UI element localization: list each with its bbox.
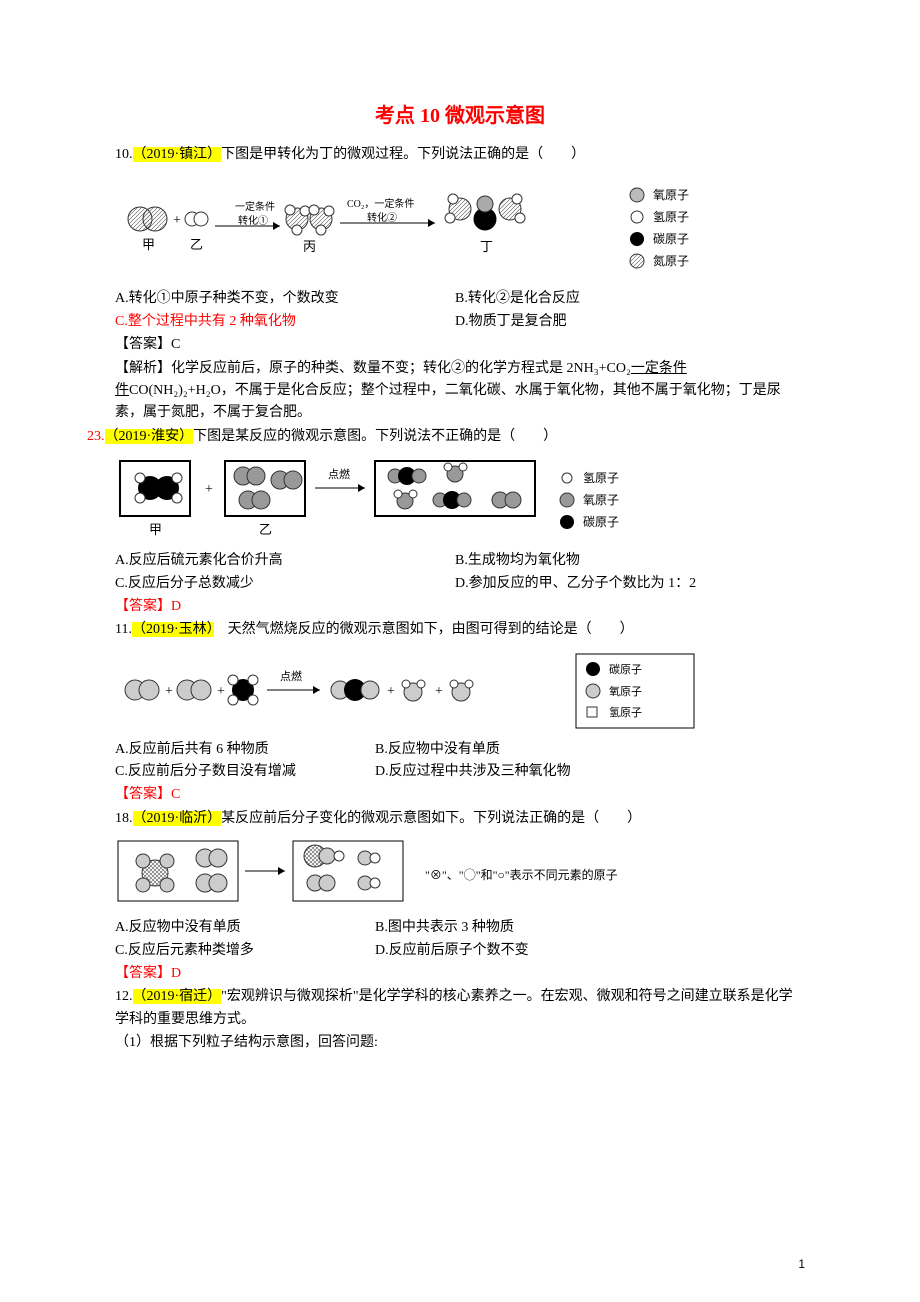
q10-legend: 氧原子 氢原子 碳原子 氮原子 (625, 183, 745, 275)
page: 考点 10 微观示意图 10.（2019·镇江）下图是甲转化为丁的微观过程。下列… (0, 0, 920, 1302)
svg-text:+: + (165, 684, 173, 699)
svg-text:丙: 丙 (303, 239, 316, 254)
q10-opts-row2: C.整个过程中共有 2 种氧化物 D.物质丁是复合肥 (115, 311, 805, 333)
q18-diagram: "⊗"、"◯"和"○"表示不同元素的原子 (115, 838, 805, 913)
svg-text:碳原子: 碳原子 (583, 515, 619, 529)
svg-text:丁: 丁 (480, 239, 493, 254)
q23-legend: 氢原子 氧原子 碳原子 (555, 466, 675, 536)
page-number: 1 (798, 1255, 805, 1274)
svg-text:氧原子: 氧原子 (653, 188, 689, 202)
svg-text:转化①: 转化① (238, 214, 268, 227)
label-jia: 甲 (142, 237, 155, 252)
svg-text:氢原子: 氢原子 (583, 470, 619, 485)
q12-stem: 12.（2019·宿迁）"宏观辨识与微观探析"是化学学科的核心素养之一。在宏观、… (115, 986, 805, 1031)
svg-text:乙: 乙 (190, 237, 203, 252)
q11-opts-row2: C.反应前后分子数目没有增减 D.反应过程中共涉及三种氧化物 (115, 761, 805, 783)
q23-stem: 23.（2019·淮安）下图是某反应的微观示意图。下列说法不正确的是（ ） (87, 426, 805, 448)
page-title: 考点 10 微观示意图 (115, 100, 805, 132)
q11-stem: 11.（2019·玉林） 天然气燃烧反应的微观示意图如下，由图可得到的结论是（ … (115, 619, 805, 641)
q18-answer: 【答案】D (115, 963, 805, 985)
svg-text:+: + (173, 213, 181, 228)
q18-stem: 18.（2019·临沂）某反应前后分子变化的微观示意图如下。下列说法正确的是（ … (115, 808, 805, 830)
q10-diagram: + 一定条件 转化① CO₂，一定条件 (115, 174, 805, 284)
q23-diagram: 甲 + 乙 点燃 氢原子 氧原子 碳原子 (115, 456, 805, 546)
svg-text:乙: 乙 (259, 522, 272, 537)
svg-text:点燃: 点燃 (328, 467, 350, 481)
q11-svg: + + 点燃 + + (115, 650, 565, 735)
svg-text:碳原子: 碳原子 (609, 662, 642, 676)
q23-svg: 甲 + 乙 点燃 (115, 456, 545, 546)
q18-svg (115, 838, 415, 913)
q11-answer: 【答案】C (115, 784, 805, 806)
svg-text:转化②: 转化② (367, 211, 397, 224)
q10-explanation: 【解析】化学反应前后，原子的种类、数量不变；转化②的化学方程式是 2NH₃+CO… (115, 358, 805, 425)
svg-text:甲: 甲 (149, 522, 162, 537)
svg-text:+: + (217, 684, 225, 699)
svg-text:+: + (387, 684, 395, 699)
q10-opts-row1: A.转化①中原子种类不变，个数改变 B.转化②是化合反应 (115, 288, 805, 310)
svg-text:氢原子: 氢原子 (653, 209, 689, 224)
q10-svg: + 一定条件 转化① CO₂，一定条件 (115, 174, 615, 284)
q10-answer: 【答案】C (115, 334, 805, 356)
q11-diagram: + + 点燃 + + 碳原子 氧原子 氢原子 (115, 650, 805, 735)
q18-opts-row1: A.反应物中没有单质 B.图中共表示 3 种物质 (115, 917, 805, 939)
svg-text:氧原子: 氧原子 (583, 493, 619, 507)
svg-text:+: + (435, 684, 443, 699)
q12-sub1: （1）根据下列粒子结构示意图，回答问题: (115, 1032, 805, 1054)
q11-opts-row1: A.反应前后共有 6 种物质 B.反应物中没有单质 (115, 739, 805, 761)
q23-opts-row1: A.反应后硫元素化合价升高 B.生成物均为氧化物 (115, 550, 805, 572)
svg-text:氢原子: 氢原子 (609, 705, 642, 719)
svg-text:氧原子: 氧原子 (609, 684, 642, 698)
q18-legend-text: "⊗"、"◯"和"○"表示不同元素的原子 (425, 866, 618, 885)
q23-opts-row2: C.反应后分子总数减少 D.参加反应的甲、乙分子个数比为 1：2 (115, 573, 805, 595)
q10-stem: 10.（2019·镇江）下图是甲转化为丁的微观过程。下列说法正确的是（ ） (115, 144, 805, 166)
svg-text:氮原子: 氮原子 (653, 253, 689, 268)
q11-legend: 碳原子 氧原子 氢原子 (575, 653, 705, 731)
svg-text:碳原子: 碳原子 (653, 232, 689, 246)
svg-text:CO₂，一定条件: CO₂，一定条件 (347, 197, 414, 210)
q18-opts-row2: C.反应后元素种类增多 D.反应前后原子个数不变 (115, 940, 805, 962)
svg-text:+: + (205, 482, 213, 497)
svg-text:点燃: 点燃 (280, 669, 302, 683)
svg-text:一定条件: 一定条件 (235, 200, 275, 213)
q23-answer: 【答案】D (115, 596, 805, 618)
